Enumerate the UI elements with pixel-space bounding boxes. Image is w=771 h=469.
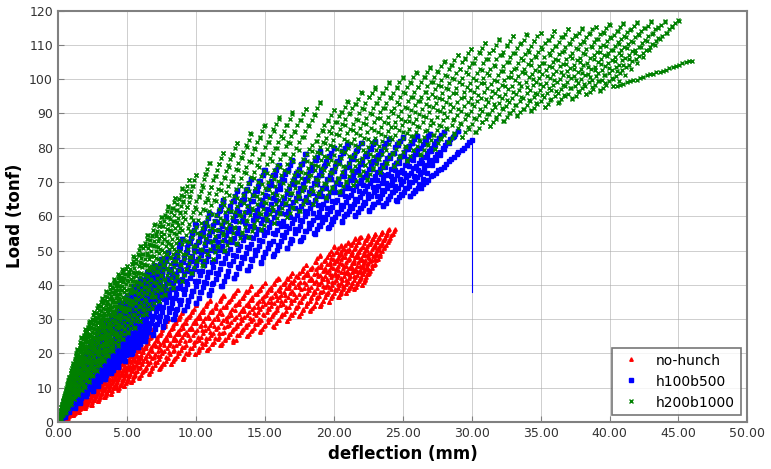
Line: h100b500: h100b500 bbox=[56, 129, 473, 424]
h200b1000 bbox=[688, 58, 697, 64]
h200b1000 bbox=[86, 333, 96, 339]
no-hunch bbox=[53, 419, 62, 425]
h100b500 bbox=[116, 356, 125, 361]
h100b500 bbox=[103, 352, 113, 358]
no-hunch bbox=[116, 372, 126, 378]
h100b500 bbox=[53, 420, 62, 425]
h100b500 bbox=[280, 171, 289, 177]
Legend: no-hunch, h100b500, h200b1000: no-hunch, h100b500, h200b1000 bbox=[611, 348, 740, 415]
no-hunch bbox=[336, 280, 345, 286]
h200b1000 bbox=[85, 319, 94, 325]
h200b1000 bbox=[53, 419, 62, 425]
no-hunch bbox=[82, 387, 92, 393]
Line: no-hunch: no-hunch bbox=[56, 227, 397, 424]
Y-axis label: Load (tonf): Load (tonf) bbox=[5, 164, 24, 268]
no-hunch bbox=[203, 325, 212, 331]
no-hunch bbox=[93, 399, 103, 404]
no-hunch bbox=[382, 233, 391, 238]
h100b500 bbox=[351, 212, 360, 218]
no-hunch bbox=[391, 226, 400, 232]
h200b1000 bbox=[674, 17, 683, 23]
h100b500 bbox=[196, 289, 205, 295]
h200b1000 bbox=[396, 154, 405, 160]
h200b1000 bbox=[119, 336, 128, 341]
h100b500 bbox=[453, 128, 463, 134]
h100b500 bbox=[467, 137, 476, 143]
X-axis label: deflection (mm): deflection (mm) bbox=[328, 446, 477, 463]
h100b500 bbox=[256, 178, 265, 183]
h200b1000 bbox=[532, 100, 541, 106]
Line: h200b1000: h200b1000 bbox=[56, 18, 694, 424]
h200b1000 bbox=[103, 308, 112, 314]
